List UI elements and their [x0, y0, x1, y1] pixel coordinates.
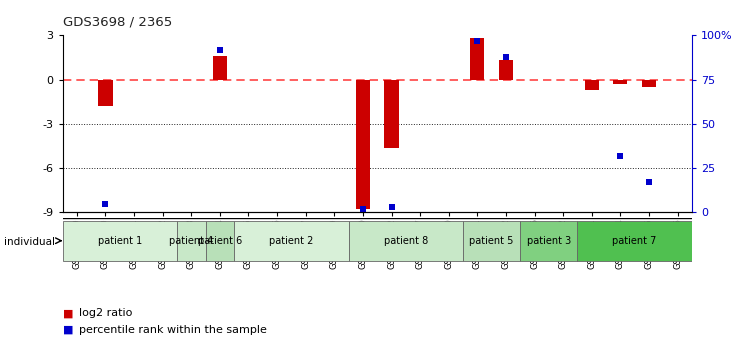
Bar — [470, 38, 484, 80]
Bar — [177, 221, 205, 261]
Bar — [584, 80, 599, 90]
Bar — [384, 80, 399, 148]
Bar — [613, 80, 628, 84]
Bar — [349, 221, 463, 261]
Text: ■: ■ — [63, 308, 73, 318]
Text: patient 8: patient 8 — [383, 236, 428, 246]
Text: ■: ■ — [63, 325, 73, 335]
Bar — [520, 221, 578, 261]
Bar — [63, 221, 177, 261]
Bar — [578, 221, 692, 261]
Bar — [99, 80, 113, 106]
Bar — [642, 80, 656, 87]
Text: patient 6: patient 6 — [198, 236, 242, 246]
Text: patient 5: patient 5 — [470, 236, 514, 246]
Bar — [499, 61, 513, 80]
Text: patient 2: patient 2 — [269, 236, 314, 246]
Bar — [205, 221, 234, 261]
Text: percentile rank within the sample: percentile rank within the sample — [79, 325, 266, 335]
Bar — [355, 80, 370, 210]
Bar — [463, 221, 520, 261]
Text: patient 4: patient 4 — [169, 236, 213, 246]
Text: GDS3698 / 2365: GDS3698 / 2365 — [63, 16, 171, 29]
Bar — [213, 56, 227, 80]
Text: log2 ratio: log2 ratio — [79, 308, 132, 318]
Text: patient 1: patient 1 — [98, 236, 142, 246]
Bar — [234, 221, 349, 261]
Text: individual: individual — [4, 238, 54, 247]
Text: patient 3: patient 3 — [527, 236, 571, 246]
Text: patient 7: patient 7 — [612, 236, 657, 246]
